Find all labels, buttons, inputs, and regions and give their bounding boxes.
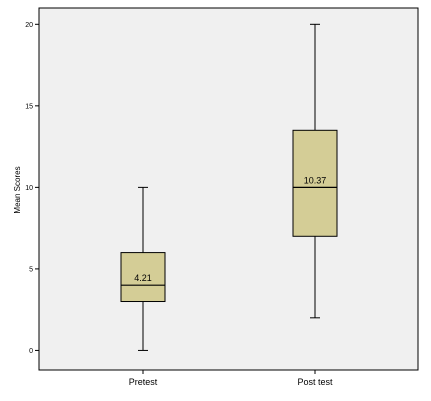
box-pretest bbox=[120, 252, 166, 303]
mean-data-label: 10.37 bbox=[304, 175, 327, 185]
plot-area bbox=[38, 7, 419, 371]
box-series: 4.21 10.37 bbox=[120, 23, 338, 351]
y-axis-ticks: 0 5 10 15 20 bbox=[25, 22, 39, 355]
box-post-test bbox=[292, 129, 338, 237]
y-tick-label: 0 bbox=[29, 348, 33, 355]
x-axis-labels: Pretest Post test bbox=[129, 370, 333, 387]
y-tick-label: 20 bbox=[25, 22, 33, 29]
y-tick-label: 5 bbox=[29, 266, 33, 273]
mean-data-label: 4.21 bbox=[134, 273, 152, 283]
x-category-label: Pretest bbox=[129, 377, 158, 387]
x-category-label: Post test bbox=[297, 377, 333, 387]
y-axis-title: Mean Scores bbox=[13, 166, 22, 213]
y-tick-label: 10 bbox=[25, 185, 33, 192]
y-tick-label: 15 bbox=[25, 103, 33, 110]
